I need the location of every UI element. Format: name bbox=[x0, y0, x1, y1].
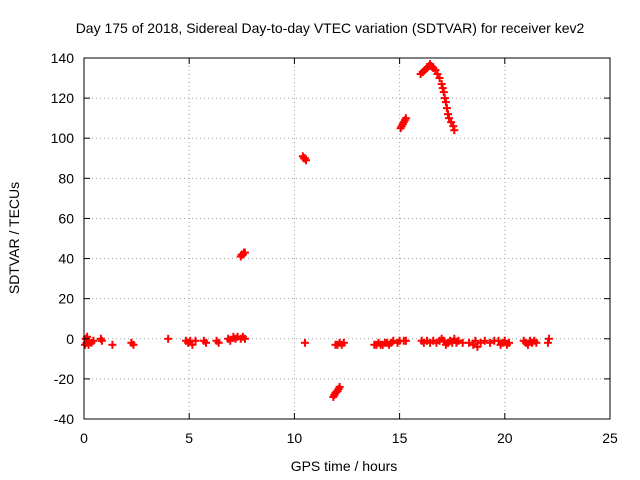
data-point bbox=[129, 340, 138, 349]
data-point bbox=[447, 118, 456, 127]
y-tick-label: 80 bbox=[58, 170, 74, 186]
y-tick-label: 20 bbox=[58, 291, 74, 307]
chart-title: Day 175 of 2018, Sidereal Day-to-day VTE… bbox=[76, 20, 585, 36]
data-point bbox=[240, 248, 249, 257]
x-axis-label: GPS time / hours bbox=[291, 458, 398, 474]
data-point bbox=[450, 126, 459, 135]
data-point bbox=[449, 122, 458, 131]
data-point bbox=[435, 74, 444, 83]
y-axis-label: SDTVAR / TECUs bbox=[6, 182, 22, 294]
data-point bbox=[438, 84, 447, 93]
data-point bbox=[454, 336, 463, 345]
data-point bbox=[335, 382, 344, 391]
y-tick-label: 140 bbox=[51, 50, 75, 66]
data-point bbox=[473, 342, 482, 351]
x-tick-label: 10 bbox=[287, 430, 303, 446]
data-point bbox=[431, 66, 440, 75]
data-point bbox=[301, 156, 310, 165]
axis-ticks: 0 5 10 15 20 25 -40 -20 0 20 40 60 80 100 120 140 bbox=[51, 50, 618, 446]
data-point bbox=[486, 338, 495, 347]
data-point bbox=[339, 338, 348, 347]
y-tick-label: -40 bbox=[54, 411, 74, 427]
x-tick-label: 20 bbox=[497, 430, 513, 446]
grid-lines bbox=[84, 58, 610, 419]
data-point bbox=[441, 98, 450, 107]
data-point bbox=[543, 338, 552, 347]
data-point bbox=[465, 338, 474, 347]
data-point bbox=[500, 336, 509, 345]
y-tick-label: -20 bbox=[54, 371, 74, 387]
data-point bbox=[439, 88, 448, 97]
x-tick-label: 15 bbox=[392, 430, 408, 446]
data-point bbox=[97, 336, 106, 345]
data-point bbox=[164, 334, 173, 343]
plot-frame bbox=[83, 57, 611, 420]
data-point bbox=[300, 338, 309, 347]
data-point bbox=[523, 340, 532, 349]
data-point bbox=[445, 114, 454, 123]
data-point bbox=[440, 94, 449, 103]
data-point bbox=[202, 338, 211, 347]
data-point bbox=[89, 336, 98, 345]
data-point bbox=[401, 114, 410, 123]
data-point bbox=[188, 340, 197, 349]
data-point bbox=[505, 338, 514, 347]
data-point bbox=[480, 336, 489, 345]
data-point bbox=[450, 334, 459, 343]
data-point bbox=[433, 70, 442, 79]
data-point bbox=[214, 338, 223, 347]
y-tick-label: 60 bbox=[58, 210, 74, 226]
data-point bbox=[437, 80, 446, 89]
data-point bbox=[443, 110, 452, 119]
data-point bbox=[226, 336, 235, 345]
data-point bbox=[442, 104, 451, 113]
y-tick-label: 0 bbox=[66, 331, 74, 347]
y-tick-label: 100 bbox=[51, 130, 75, 146]
y-tick-label: 120 bbox=[51, 90, 75, 106]
y-tick-label: 40 bbox=[58, 251, 74, 267]
data-point bbox=[532, 338, 541, 347]
data-point bbox=[471, 336, 480, 345]
data-point bbox=[544, 334, 553, 343]
data-point bbox=[401, 336, 410, 345]
data-point bbox=[476, 338, 485, 347]
x-tick-label: 5 bbox=[185, 430, 193, 446]
data-point bbox=[108, 340, 117, 349]
data-point bbox=[191, 336, 200, 345]
x-tick-label: 25 bbox=[602, 430, 618, 446]
x-tick-label: 0 bbox=[80, 430, 88, 446]
data-point bbox=[240, 334, 249, 343]
data-points bbox=[81, 60, 553, 401]
data-point bbox=[469, 340, 478, 349]
